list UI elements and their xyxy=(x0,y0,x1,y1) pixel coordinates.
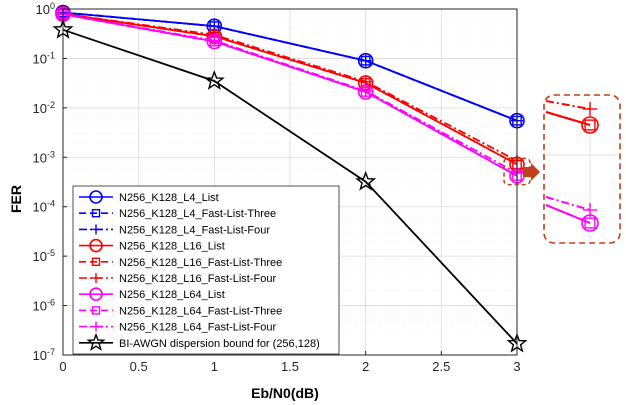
y-tick-label: 10-7 xyxy=(33,347,55,363)
marker-square xyxy=(584,119,596,131)
marker-circle xyxy=(581,214,599,232)
y-axis-label: FER xyxy=(8,185,24,213)
x-tick-label: 3 xyxy=(513,359,520,374)
marker-star xyxy=(203,70,225,90)
legend-label: N256_K128_L64_List xyxy=(119,289,225,301)
y-tick-label: 100 xyxy=(36,1,55,17)
x-axis-label: Eb/N0(dB) xyxy=(251,385,319,401)
y-tick-label: 10-3 xyxy=(33,149,55,165)
x-tick-label: 1.5 xyxy=(281,359,299,374)
marker-star xyxy=(86,332,106,351)
legend-box xyxy=(72,185,340,355)
y-tick-label: 10-4 xyxy=(33,199,55,215)
marker-square xyxy=(584,217,596,229)
legend-entry: N256_K128_L64_Fast-List-Four xyxy=(79,321,276,334)
x-tick-label: 0.5 xyxy=(130,359,148,374)
marker-square xyxy=(91,257,101,266)
x-tick-label: 0 xyxy=(59,359,66,374)
legend: N256_K128_L4_List N256_K128_L4_Fast-List-… xyxy=(72,185,340,355)
series-line xyxy=(62,13,518,177)
series-group xyxy=(52,4,528,353)
marker-square xyxy=(91,208,101,218)
marker-circle xyxy=(89,238,103,253)
inset-series-line xyxy=(545,111,591,126)
legend-entry: BI-AWGN dispersion bound for (256,128) xyxy=(79,332,320,351)
legend-label: N256_K128_L64_Fast-List-Three xyxy=(119,305,282,317)
zoom-callout xyxy=(503,94,621,244)
series-line xyxy=(62,12,518,166)
x-tick-label: 2.5 xyxy=(432,359,450,374)
arrow-shaft xyxy=(523,167,531,177)
legend-label: N256_K128_L4_Fast-List-Four xyxy=(119,224,270,236)
series-line xyxy=(62,13,518,174)
inset-box xyxy=(543,94,621,244)
legend-entry: N256_K128_L4_List xyxy=(79,190,219,204)
axes xyxy=(62,8,518,356)
y-tick-label: 10-2 xyxy=(33,100,55,116)
legend-entry: N256_K128_L16_List xyxy=(79,238,225,253)
marker-star xyxy=(355,170,377,191)
inset-series-line xyxy=(545,204,591,224)
marker-square xyxy=(91,306,101,315)
marker-circle xyxy=(357,84,374,100)
legend-label: N256_K128_L64_Fast-List-Four xyxy=(119,322,276,334)
legend-label: N256_K128_L16_List xyxy=(119,241,225,253)
y-tick-label: 10-5 xyxy=(33,248,55,264)
marker-circle xyxy=(89,287,103,302)
legend-label: N256_K128_L4_List xyxy=(119,192,219,204)
legend-entry: N256_K128_L16_Fast-List-Three xyxy=(79,257,282,269)
inset-series-line xyxy=(545,196,591,211)
legend-label: N256_K128_L16_Fast-List-Four xyxy=(119,273,276,285)
x-tick-label: 1 xyxy=(211,359,218,374)
arrow-head xyxy=(531,163,540,181)
series-line xyxy=(62,28,518,345)
marker-circle xyxy=(89,190,103,204)
legend-entry: N256_K128_L4_Fast-List-Four xyxy=(79,224,270,236)
legend-entry: N256_K128_L4_Fast-List-Three xyxy=(79,208,276,220)
highlight-box xyxy=(503,157,531,186)
marker-circle xyxy=(357,52,374,69)
marker-circle xyxy=(581,116,599,134)
marker-circle xyxy=(206,33,223,50)
legend-entry: N256_K128_L64_List xyxy=(79,287,225,302)
x-tick-label: 2 xyxy=(362,359,369,374)
legend-entry: N256_K128_L64_Fast-List-Three xyxy=(79,305,282,317)
y-tick-label: 10-6 xyxy=(33,298,55,314)
legend-label: N256_K128_L4_Fast-List-Three xyxy=(119,208,276,220)
legend-label: BI-AWGN dispersion bound for (256,128) xyxy=(119,338,320,350)
y-tick-label: 10-1 xyxy=(33,50,55,66)
legend-entry: N256_K128_L16_Fast-List-Four xyxy=(79,273,276,285)
series-line xyxy=(62,12,518,162)
legend-label: N256_K128_L16_Fast-List-Three xyxy=(119,257,282,269)
inset-series-line xyxy=(545,100,591,110)
series-line xyxy=(62,11,518,122)
